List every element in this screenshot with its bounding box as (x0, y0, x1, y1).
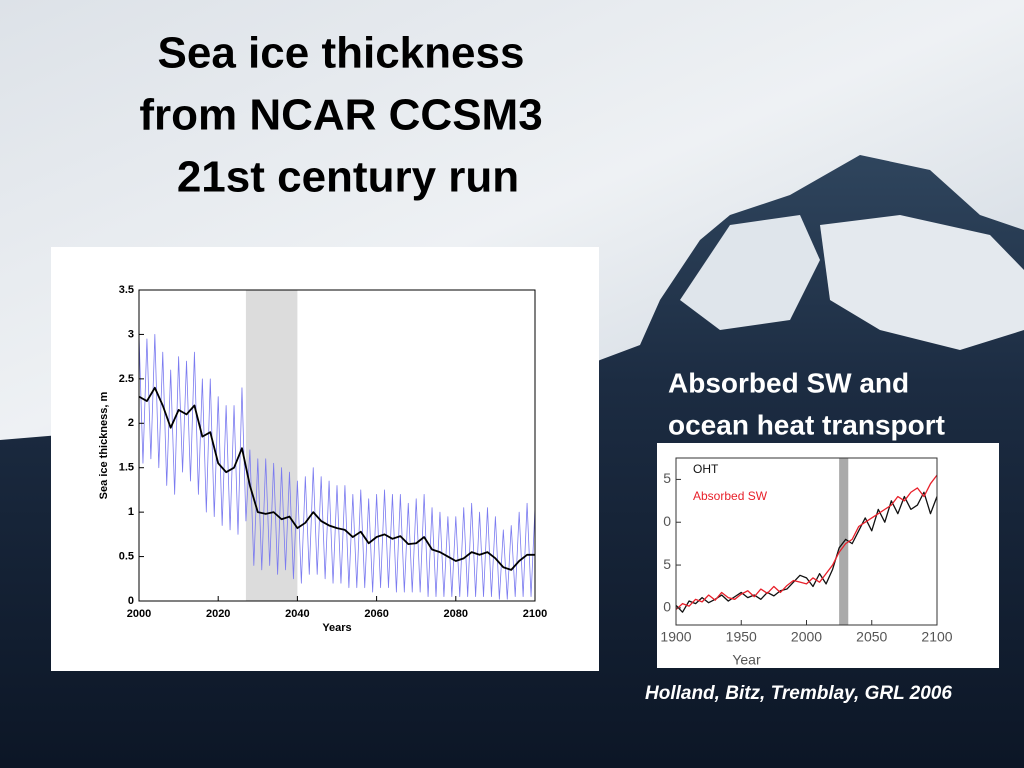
title-line: 21st century run (177, 153, 519, 202)
subheading-line: ocean heat transport (668, 409, 945, 440)
y-tick-label: 0.5 (119, 550, 134, 562)
y-tick-label: 1.5 (119, 462, 134, 474)
x-tick-label: 2050 (856, 629, 887, 645)
y-tick-label: 3 (128, 328, 134, 340)
y-tick-label: 1 (128, 506, 134, 518)
x-tick-label: 2060 (364, 608, 388, 620)
citation: Holland, Bitz, Tremblay, GRL 2006 (645, 683, 952, 704)
y-tick-label: 2.5 (119, 373, 134, 385)
x-tick-label: 2100 (921, 629, 952, 645)
slide-title: Sea ice thickness from NCAR CCSM3 21st c… (139, 29, 542, 202)
data-line (675, 491, 938, 613)
ice-floe (820, 215, 1024, 350)
data-line (138, 386, 535, 571)
y-tick-label: 5 (663, 470, 671, 486)
x-tick-label: 2020 (206, 608, 230, 620)
y-tick-label: 2 (128, 417, 134, 429)
x-axis-label: Years (322, 622, 351, 634)
y-tick-label: 3.5 (119, 284, 134, 296)
legend-entry: OHT (693, 462, 719, 476)
y-axis-label: Sea ice thickness, m (98, 391, 110, 499)
y-tick-label: 5 (663, 556, 671, 572)
chart-panel (657, 443, 999, 668)
x-tick-label: 2080 (444, 608, 468, 620)
title-line: from NCAR CCSM3 (139, 91, 542, 140)
plot-frame (138, 289, 536, 602)
chart-panel (51, 247, 599, 671)
x-tick-label: 1950 (726, 629, 757, 645)
y-tick-label: 0 (663, 599, 671, 615)
data-line (138, 334, 536, 600)
data-line (675, 474, 938, 611)
legend-entry: Absorbed SW (693, 489, 768, 503)
y-tick-label: 0 (128, 595, 134, 607)
x-tick-label: 2100 (523, 608, 547, 620)
ice-floe (680, 215, 820, 330)
x-tick-label: 1900 (660, 629, 691, 645)
x-axis-label: Year (732, 652, 761, 668)
subheading-line: Absorbed SW and (668, 367, 909, 398)
x-tick-label: 2000 (791, 629, 822, 645)
y-tick-label: 0 (663, 513, 671, 529)
x-tick-label: 2000 (127, 608, 151, 620)
x-tick-label: 2040 (285, 608, 309, 620)
title-line: Sea ice thickness (158, 29, 525, 78)
